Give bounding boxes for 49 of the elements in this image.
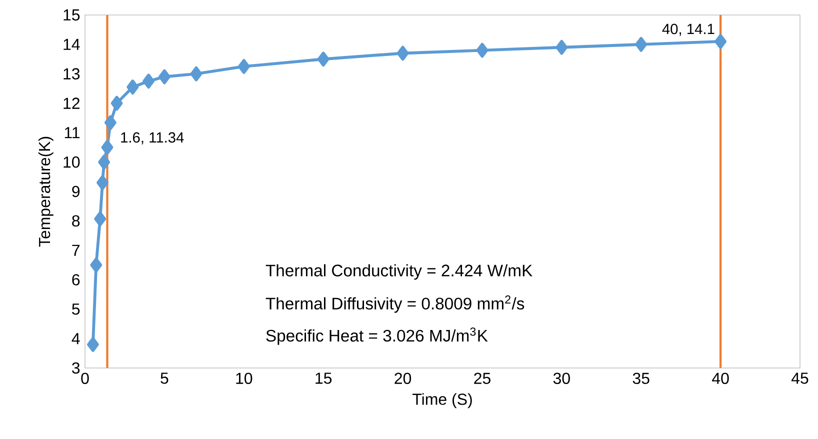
y-tick-label: 7: [72, 244, 80, 256]
point: [556, 40, 568, 55]
x-tick-label: 40: [712, 372, 729, 384]
point: [238, 59, 250, 74]
point: [90, 258, 102, 272]
point: [98, 154, 110, 170]
y-tick-label: 15: [64, 9, 80, 21]
y-tick-label: 3: [72, 362, 80, 374]
y-tick-label: 6: [72, 274, 80, 286]
x-tick-label: 5: [160, 372, 168, 384]
annotation: 1.6, 11.34: [121, 132, 184, 144]
y-tick-label: 11: [64, 127, 80, 138]
y-tick-label: 13: [64, 68, 80, 80]
point: [158, 69, 170, 84]
point: [476, 42, 488, 58]
annotation: Specific Heat = 3.026 MJ/m$^{3}$K: [266, 328, 488, 345]
x-tick-label: 20: [394, 372, 412, 384]
x-tick-label: 10: [236, 372, 252, 384]
annotation: Thermal Diffusivity = 0.8009 mm$^{2}$/s: [266, 295, 524, 313]
x-tick-label: 35: [632, 372, 650, 384]
point: [126, 80, 139, 95]
y-tick-label: 14: [64, 38, 80, 50]
y-tick-label: 4: [72, 333, 80, 344]
point: [101, 140, 114, 155]
x-tick-label: 15: [316, 372, 332, 384]
point: [110, 96, 123, 111]
point: [94, 211, 106, 226]
point: [317, 52, 330, 67]
y-tick-label: 5: [72, 304, 80, 315]
point: [396, 46, 409, 61]
x-tick-label: 0: [81, 372, 89, 384]
y-tick-label: 9: [72, 186, 80, 198]
point: [86, 336, 99, 352]
x-axis-title: Time (S): [412, 393, 472, 408]
y-tick-label: 10: [64, 156, 80, 168]
point: [714, 34, 727, 49]
point: [142, 74, 155, 89]
x-tick-label: 25: [474, 372, 490, 384]
y-axis-title: Temperature(K): [38, 136, 54, 247]
x-tick-label: 30: [553, 372, 570, 384]
point: [190, 66, 202, 82]
y-tick-label: 8: [72, 215, 80, 227]
x-tick-label: 45: [791, 372, 808, 384]
annotation: Thermal Conductivity = 2.424 W/mK: [266, 264, 532, 280]
point: [104, 115, 116, 130]
annotation: 40, 14.1: [662, 24, 714, 36]
y-tick-label: 12: [64, 98, 80, 109]
point: [635, 36, 648, 52]
point: [96, 175, 108, 190]
